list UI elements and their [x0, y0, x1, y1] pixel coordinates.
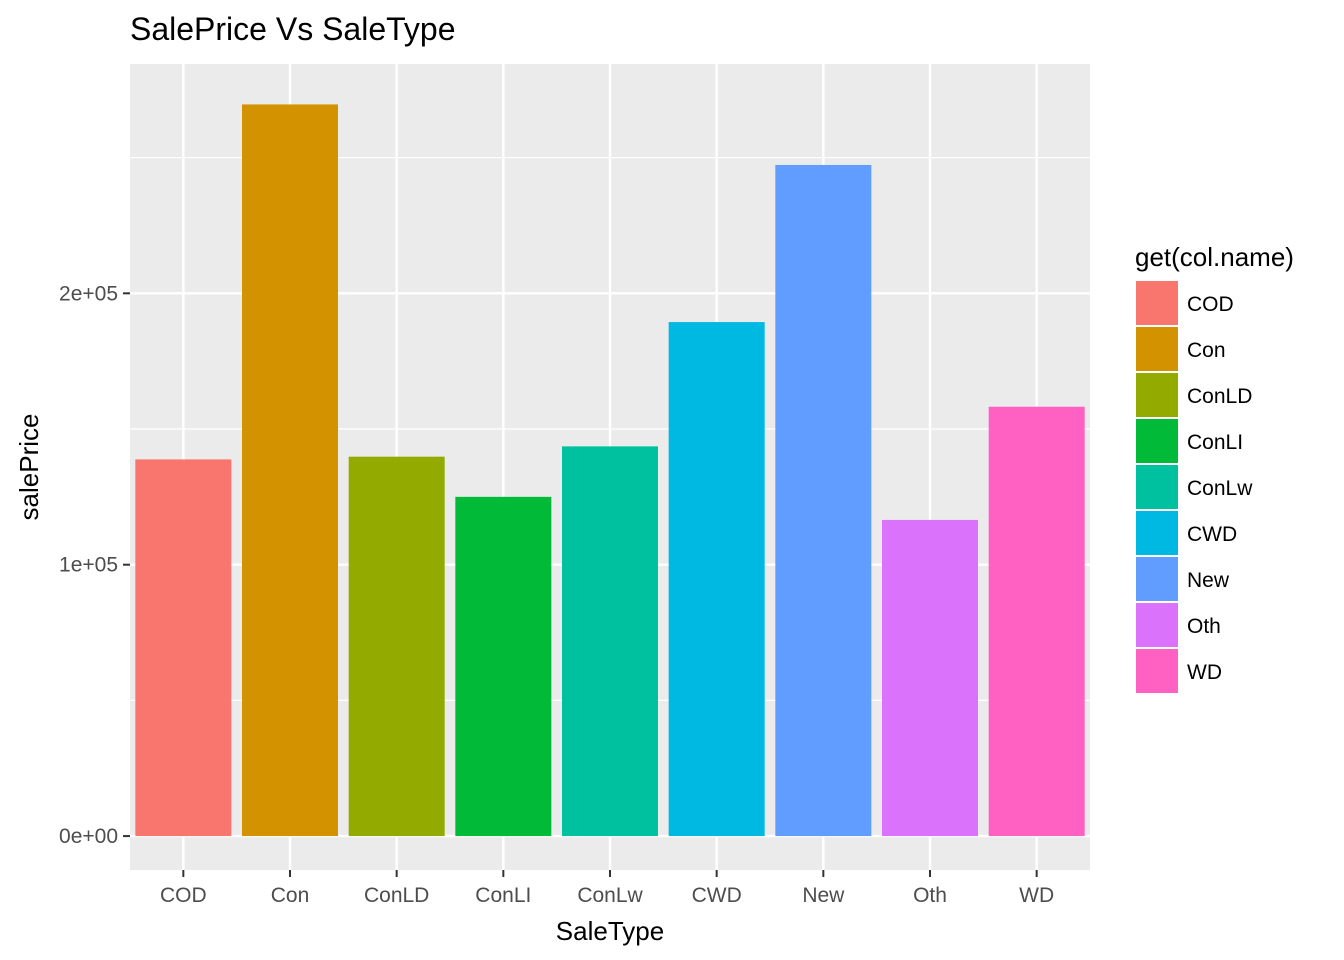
y-tick-label: 1e+05	[59, 554, 118, 577]
x-tick-label: ConLD	[364, 884, 429, 907]
chart-title: SalePrice Vs SaleType	[130, 11, 456, 47]
legend-key-con	[1136, 327, 1178, 371]
legend-key-cod	[1136, 281, 1178, 325]
x-axis-title: SaleType	[556, 916, 664, 946]
legend-label: ConLD	[1187, 385, 1252, 408]
bar-conli	[455, 496, 552, 837]
legend-label: WD	[1187, 661, 1222, 684]
x-tick-label: COD	[160, 884, 207, 907]
legend-title: get(col.name)	[1135, 242, 1294, 272]
legend-key-conli	[1136, 419, 1178, 463]
y-axis: 0e+00 1e+05 2e+05	[59, 282, 130, 848]
legend-label: CWD	[1187, 523, 1237, 546]
x-tick-label: ConLw	[577, 884, 643, 907]
legend-label: ConLw	[1187, 477, 1253, 500]
y-tick-label: 0e+00	[59, 825, 118, 848]
x-axis: COD Con ConLD ConLI ConLw CWD New Oth WD	[160, 870, 1054, 907]
legend: get(col.name) COD Con ConLD ConLI ConLw CWD Ne…	[1135, 242, 1294, 693]
x-tick-label: ConLI	[475, 884, 531, 907]
y-axis-title: salePrice	[14, 414, 44, 521]
x-tick-label: WD	[1019, 884, 1054, 907]
legend-key-cwd	[1136, 511, 1178, 555]
legend-label: New	[1187, 569, 1230, 592]
bar-con	[242, 104, 338, 837]
bar-new	[775, 164, 872, 837]
legend-label: COD	[1187, 293, 1234, 316]
bar-oth	[882, 519, 978, 837]
legend-key-conlw	[1136, 465, 1178, 509]
bar-cwd	[668, 322, 765, 837]
legend-key-new	[1136, 557, 1178, 601]
legend-key-conld	[1136, 373, 1178, 417]
legend-label: Con	[1187, 339, 1226, 362]
bar-conld	[348, 456, 445, 837]
legend-key-oth	[1136, 603, 1178, 647]
x-tick-label: Oth	[913, 884, 947, 907]
bar-cod	[135, 459, 232, 837]
bars	[135, 104, 1085, 837]
x-tick-label: Con	[271, 884, 310, 907]
legend-label: ConLI	[1187, 431, 1243, 454]
y-tick-label: 2e+05	[59, 282, 118, 305]
bar-wd	[988, 406, 1085, 837]
legend-label: Oth	[1187, 615, 1221, 638]
x-tick-label: CWD	[692, 884, 742, 907]
x-tick-label: New	[802, 884, 845, 907]
bar-conlw	[562, 446, 658, 837]
legend-key-wd	[1136, 649, 1178, 693]
